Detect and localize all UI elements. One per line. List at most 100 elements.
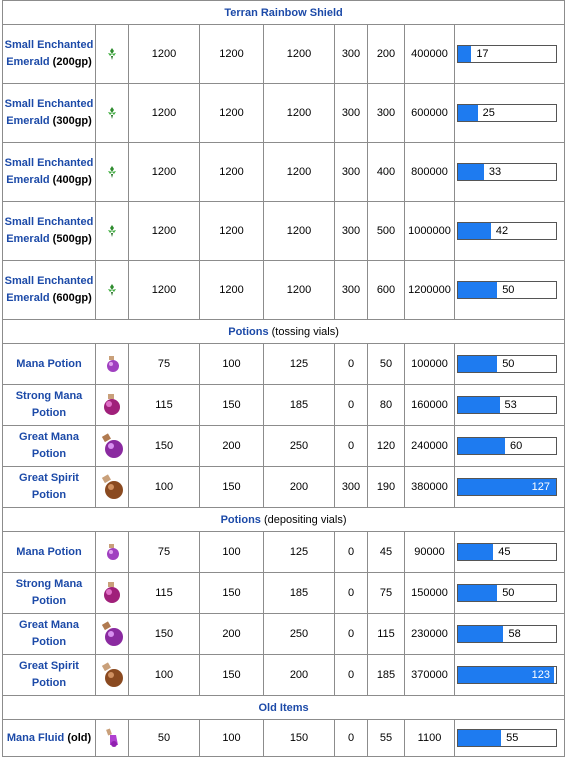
section-title-link[interactable]: Potions [228, 325, 269, 338]
item-name-link[interactable]: Great Mana Potion [19, 431, 79, 460]
value-cell-c1: 100 [128, 654, 200, 696]
value-cell-c4: 0 [334, 343, 368, 385]
value-bar-fill [458, 626, 504, 642]
item-name-link[interactable]: Great Spirit Potion [19, 660, 79, 689]
value-bar-fill [458, 730, 502, 746]
item-name-cell: Mana Potion [2, 343, 96, 385]
value-cell-c6: 240000 [404, 425, 455, 467]
emerald-icon[interactable] [96, 283, 128, 297]
mana-fluid-icon[interactable] [96, 727, 128, 749]
great-mana-potion-icon[interactable] [96, 620, 128, 648]
item-name-cell: Great Mana Potion [2, 425, 96, 467]
item-icon-cell [95, 531, 129, 573]
item-name-link[interactable]: Small Enchanted Emerald [4, 157, 94, 186]
item-name-link[interactable]: Small Enchanted Emerald [4, 39, 94, 68]
value-cell-c1: 100 [128, 466, 200, 508]
table-row: Mana Potion 75 100 125 0 50 100000 50 [2, 343, 566, 385]
table-row: Great Spirit Potion 100 150 200 300 190 380000… [2, 466, 566, 508]
value-cell-c2: 150 [199, 572, 264, 614]
item-name-cell: Strong Mana Potion [2, 384, 96, 426]
item-name-link[interactable]: Small Enchanted Emerald [4, 216, 94, 245]
value-cell-c4: 0 [334, 425, 368, 467]
value-bar: 50 [457, 281, 557, 299]
value-cell-c5: 75 [367, 572, 405, 614]
bar-cell: 42 [453, 201, 566, 261]
value-cell-c1: 1200 [128, 142, 200, 202]
value-cell-c4: 0 [334, 654, 368, 696]
item-name-suffix: (500gp) [52, 233, 92, 245]
value-cell-c5: 600 [367, 260, 405, 320]
value-cell-c4: 0 [334, 613, 368, 655]
value-cell-c4: 0 [334, 531, 368, 573]
value-cell-c3: 1200 [263, 83, 335, 143]
value-cell-c5: 300 [367, 83, 405, 143]
item-name-link[interactable]: Mana Potion [16, 545, 82, 558]
item-name-cell: Small Enchanted Emerald (200gp) [2, 24, 96, 84]
item-name-link[interactable]: Strong Mana Potion [15, 578, 83, 607]
bar-cell: 25 [453, 83, 566, 143]
item-name-link[interactable]: Small Enchanted Emerald [4, 98, 94, 127]
section-title-link[interactable]: Potions [220, 513, 261, 526]
section-header: Terran Rainbow Shield [1, 0, 566, 25]
item-name-link[interactable]: Great Mana Potion [19, 619, 79, 648]
value-bar: 45 [457, 543, 557, 561]
table-row: Mana Potion 75 100 125 0 45 90000 45 [2, 531, 566, 573]
item-name-link[interactable]: Mana Potion [16, 357, 82, 370]
value-cell-c6: 370000 [404, 654, 455, 696]
value-cell-c1: 50 [128, 719, 200, 757]
value-cell-c3: 250 [263, 425, 335, 467]
great-spirit-potion-icon[interactable] [96, 473, 128, 501]
item-name-link[interactable]: Mana Fluid [6, 731, 65, 744]
value-bar-fill [458, 105, 478, 121]
value-bar-label: 55 [506, 732, 519, 744]
value-cell-c2: 200 [199, 425, 264, 467]
value-cell-c3: 250 [263, 613, 335, 655]
value-cell-c6: 230000 [404, 613, 455, 655]
value-cell-c1: 75 [128, 343, 200, 385]
mana-potion-icon[interactable] [96, 354, 128, 374]
strong-mana-potion-icon[interactable] [96, 580, 128, 606]
emerald-icon[interactable] [96, 47, 128, 61]
value-cell-c2: 1200 [199, 83, 264, 143]
table-row: Strong Mana Potion 115 150 185 0 80 160000 53 [2, 384, 566, 426]
value-bar: 53 [457, 396, 557, 414]
emerald-icon[interactable] [96, 165, 128, 179]
value-bar: 42 [457, 222, 557, 240]
table-row: Small Enchanted Emerald (500gp) 1200 1200 1… [2, 201, 566, 261]
value-bar: 58 [457, 625, 557, 643]
value-cell-c1: 150 [128, 613, 200, 655]
emerald-icon[interactable] [96, 106, 128, 120]
strong-mana-potion-icon[interactable] [96, 392, 128, 418]
section-title-link[interactable]: Old Items [258, 701, 309, 714]
item-icon-cell [95, 142, 129, 202]
value-cell-c2: 100 [199, 531, 264, 573]
bar-cell: 53 [453, 384, 566, 426]
value-bar-label: 33 [488, 166, 502, 178]
value-bar-label: 17 [476, 48, 489, 60]
value-bar-fill [458, 667, 555, 683]
value-bar-fill [458, 164, 484, 180]
section-subtitle: (tossing vials) [271, 325, 339, 338]
value-bar: 17 [457, 45, 557, 63]
value-cell-c3: 1200 [263, 260, 335, 320]
item-name-suffix: (300gp) [52, 115, 92, 127]
item-name-link[interactable]: Great Spirit Potion [19, 472, 79, 501]
emerald-icon[interactable] [96, 224, 128, 238]
section-header: Potions (tossing vials) [1, 319, 566, 344]
value-cell-c4: 300 [334, 83, 368, 143]
great-mana-potion-icon[interactable] [96, 432, 128, 460]
value-cell-c3: 185 [263, 572, 335, 614]
value-cell-c2: 150 [199, 384, 264, 426]
item-name-cell: Great Spirit Potion [2, 654, 96, 696]
value-cell-c3: 125 [263, 343, 335, 385]
value-bar-label: 127 [531, 481, 550, 493]
item-name-cell: Great Mana Potion [2, 613, 96, 655]
great-spirit-potion-icon[interactable] [96, 661, 128, 689]
value-cell-c3: 185 [263, 384, 335, 426]
mana-potion-icon[interactable] [96, 542, 128, 562]
item-name-link[interactable]: Small Enchanted Emerald [4, 275, 94, 304]
value-cell-c6: 380000 [404, 466, 455, 508]
item-name-cell: Small Enchanted Emerald (300gp) [2, 83, 96, 143]
section-title-link[interactable]: Terran Rainbow Shield [224, 6, 343, 19]
item-name-link[interactable]: Strong Mana Potion [15, 390, 83, 419]
